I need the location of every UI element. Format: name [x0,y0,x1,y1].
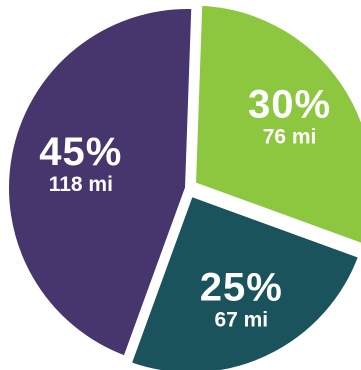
pie-slices [3,0,361,370]
slice-percent-label-purple: 45% [39,130,122,174]
slice-value-label-purple: 118 mi [49,173,113,196]
slice-value-label-teal: 67 mi [214,308,268,331]
pie-slice-teal [124,189,361,370]
slice-percent-label-teal: 25% [200,265,283,309]
pie-labels: 30% 76 mi 25% 67 mi 45% 118 mi [39,83,331,332]
pie-slice-purple [3,3,198,363]
slice-percent-label-green: 30% [248,83,331,127]
pie-slice-green [189,0,361,249]
slice-value-label-green: 76 mi [263,126,317,149]
